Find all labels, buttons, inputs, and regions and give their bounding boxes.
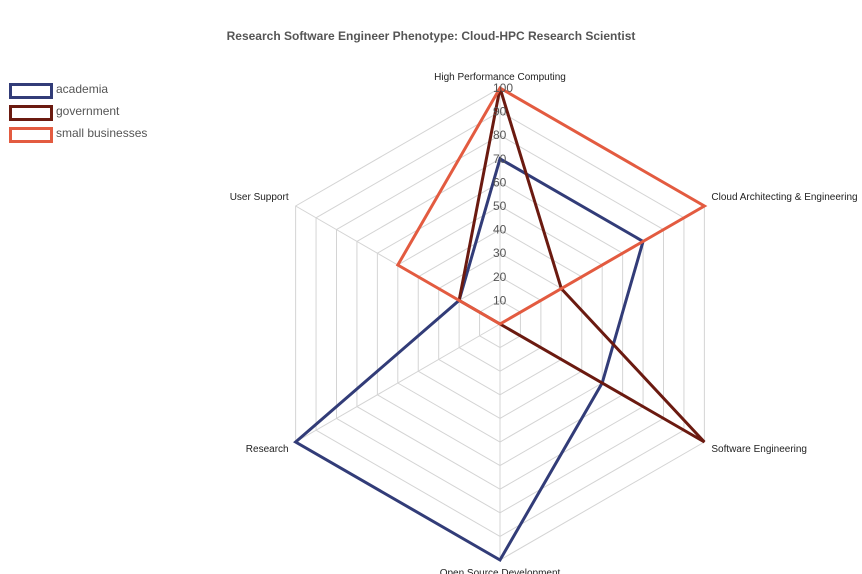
tick-label: 20 bbox=[493, 270, 507, 284]
tick-label: 10 bbox=[493, 293, 507, 307]
legend-swatch-small-businesses bbox=[9, 127, 53, 143]
legend-swatch-government bbox=[9, 105, 53, 121]
legend-label-academia: academia bbox=[56, 82, 109, 96]
axis-label: High Performance Computing bbox=[434, 72, 566, 83]
legend-swatch-academia bbox=[9, 83, 53, 99]
tick-label: 40 bbox=[493, 223, 507, 237]
chart-title: Research Software Engineer Phenotype: Cl… bbox=[226, 29, 636, 43]
series-small-businesses[interactable] bbox=[395, 85, 708, 326]
axis-label: User Support bbox=[230, 192, 289, 203]
legend-label-small-businesses: small businesses bbox=[56, 126, 148, 140]
axis-label: Open Source Development bbox=[440, 568, 561, 574]
grid-spoke bbox=[295, 323, 501, 443]
axis-label: Research bbox=[246, 444, 289, 455]
tick-label: 100 bbox=[493, 81, 513, 95]
tick-label: 70 bbox=[493, 152, 507, 166]
tick-label: 30 bbox=[493, 246, 507, 260]
axis-label: Cloud Architecting & Engineering bbox=[711, 192, 857, 203]
tick-label: 80 bbox=[493, 128, 507, 142]
axis-label: Software Engineering bbox=[711, 444, 807, 455]
tick-label: 90 bbox=[493, 105, 507, 119]
series-academia[interactable] bbox=[293, 156, 645, 563]
legend-label-government: government bbox=[56, 104, 120, 118]
series-government[interactable] bbox=[457, 87, 706, 444]
radar-series bbox=[293, 85, 708, 563]
tick-label: 60 bbox=[493, 175, 507, 189]
tick-label: 50 bbox=[493, 199, 507, 213]
